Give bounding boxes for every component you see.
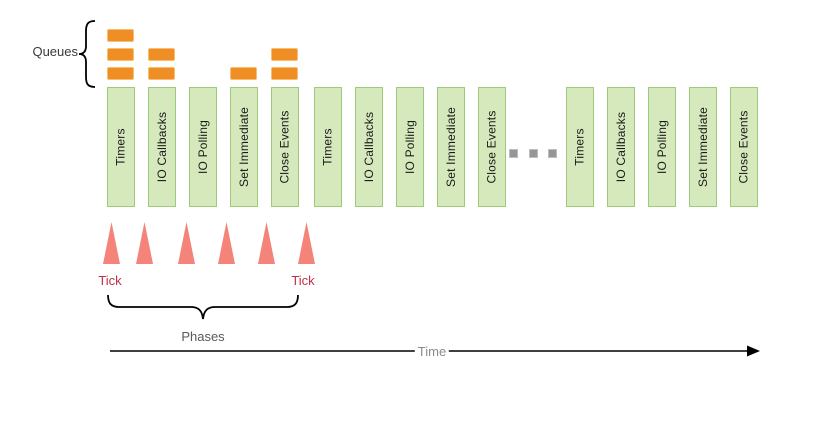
- phase-bar-timers: Timers: [566, 87, 594, 207]
- tick-triangle: [103, 222, 120, 264]
- time-axis-arrowhead: [747, 345, 760, 357]
- tick-label-first: Tick: [98, 273, 122, 288]
- queue-item: [107, 67, 134, 80]
- phase-bar-timers: Timers: [314, 87, 342, 207]
- queue-stack-1: [107, 28, 134, 80]
- phase-bar-label: Set Immediate: [444, 107, 458, 187]
- time-axis-label: Time: [414, 344, 450, 359]
- loop-cycle-3: Timers IO Callbacks IO Polling Set Immed…: [566, 87, 758, 207]
- queues-brace: [78, 20, 96, 88]
- phase-bar-set-immediate: Set Immediate: [437, 87, 465, 207]
- tick-triangle: [136, 222, 153, 264]
- tick-triangle: [178, 222, 195, 264]
- ellipsis-dot: [529, 149, 538, 158]
- phase-bar-close-events: Close Events: [478, 87, 506, 207]
- tick-triangle: [218, 222, 235, 264]
- tick-triangle: [258, 222, 275, 264]
- phase-bar-label: IO Polling: [655, 119, 669, 175]
- queue-stack-5: [271, 28, 298, 80]
- phase-bar-io-polling: IO Polling: [648, 87, 676, 207]
- phase-bar-label: IO Callbacks: [362, 111, 377, 183]
- loop-cycle-1: Timers IO Callbacks IO Polling Set Immed…: [107, 87, 299, 207]
- queue-item: [148, 48, 175, 61]
- phase-bar-io-polling: IO Polling: [189, 87, 217, 207]
- ellipsis-dot: [548, 149, 557, 158]
- phase-bar-label: Timers: [573, 128, 588, 166]
- phase-bar-set-immediate: Set Immediate: [689, 87, 717, 207]
- phase-bar-label: Timers: [114, 128, 129, 166]
- phase-bar-io-callbacks: IO Callbacks: [607, 87, 635, 207]
- queue-item: [271, 48, 298, 61]
- queue-item: [148, 67, 175, 80]
- phase-bar-set-immediate: Set Immediate: [230, 87, 258, 207]
- phase-bar-label: IO Polling: [403, 119, 417, 175]
- queue-item: [107, 29, 134, 42]
- phases-brace: [107, 294, 299, 320]
- phase-bar-label: Set Immediate: [237, 107, 251, 187]
- queue-item: [271, 67, 298, 80]
- loop-cycle-2: Timers IO Callbacks IO Polling Set Immed…: [314, 87, 506, 207]
- phase-bar-close-events: Close Events: [271, 87, 299, 207]
- queue-item: [230, 67, 257, 80]
- phase-bar-label: Close Events: [737, 110, 752, 184]
- phase-bar-label: IO Callbacks: [614, 111, 629, 183]
- ellipsis-dot: [509, 149, 518, 158]
- phases-label: Phases: [181, 329, 225, 344]
- queue-stack-4: [230, 28, 257, 80]
- phase-bar-io-callbacks: IO Callbacks: [148, 87, 176, 207]
- phase-bar-label: IO Polling: [196, 119, 210, 175]
- phase-bar-io-polling: IO Polling: [396, 87, 424, 207]
- queue-stack-2: [148, 28, 175, 80]
- phase-bar-timers: Timers: [107, 87, 135, 207]
- phase-bar-label: Set Immediate: [696, 107, 710, 187]
- queues-label: Queues: [32, 44, 78, 59]
- phase-bar-io-callbacks: IO Callbacks: [355, 87, 383, 207]
- tick-label-last: Tick: [291, 273, 315, 288]
- phase-bar-label: Timers: [321, 128, 336, 166]
- phase-bar-label: Close Events: [485, 110, 500, 184]
- phase-bar-label: Close Events: [278, 110, 293, 184]
- queue-item: [107, 48, 134, 61]
- phase-bar-close-events: Close Events: [730, 87, 758, 207]
- phase-bar-label: IO Callbacks: [155, 111, 170, 183]
- tick-triangle: [298, 222, 315, 264]
